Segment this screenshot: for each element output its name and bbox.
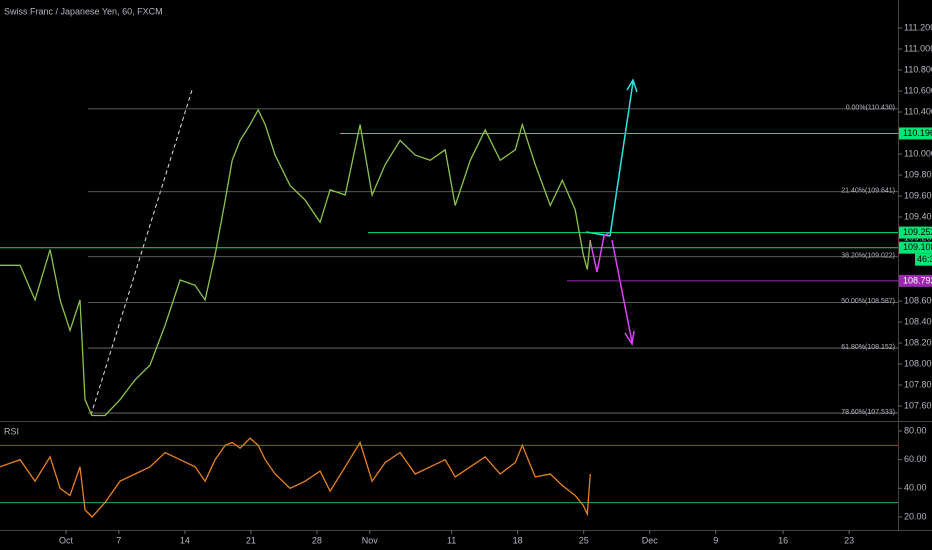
x-tick-label: 25 [579,535,589,545]
x-tick-label: 16 [778,535,788,545]
price-label-box [899,226,932,239]
x-tick-label: 14 [180,535,190,545]
arrow-path [609,81,634,237]
x-tick-label: 11 [447,535,456,545]
x-tick-label: 9 [713,535,718,545]
x-tick-label: Nov [362,535,379,545]
y-tick-label: 108.400 [904,316,932,326]
y-tick-label: 111.200 [904,22,932,32]
y-tick-label: 109.600 [904,190,932,200]
x-tick-label: 7 [116,535,121,545]
x-tick-label: Oct [59,535,74,545]
y-tick-label: 108.600 [904,295,932,305]
arrow-head [624,330,635,347]
y-tick-label: 110.800 [904,64,932,74]
y-tick-label: 109.800 [904,169,932,179]
x-tick-label: 28 [312,535,322,545]
fib-label: 50.00%(108.587) [841,298,895,305]
fib-label: 21.40%(109.641) [841,188,895,195]
rsi-title: RSI [4,426,19,436]
y-tick-label: 111.000 [904,43,932,53]
x-tick-label: Dec [642,535,659,545]
trend-line [90,89,193,416]
countdown-box [915,253,932,266]
y-tick-label: 110.000 [904,148,932,158]
y-tick-label: 40.00 [904,483,927,493]
price-label-box [899,274,932,287]
fib-label: 0.00%(110.430) [846,105,895,112]
countdown: 46:32 [917,254,932,264]
price-label-box [899,241,932,254]
arrow-head [626,78,638,93]
x-tick-label: 23 [844,535,854,545]
price-label: 109.252 [903,227,932,237]
chart-title: Swiss Franc / Japanese Yen, 60, FXCM [4,6,163,16]
y-tick-label: 80.00 [904,425,927,435]
y-tick-label: 107.600 [904,400,932,410]
price-label: 108.792 [903,275,932,285]
price-label-box [899,127,932,140]
fib-label: 78.60%(107.533) [841,409,895,416]
price-label: 109.108 [903,242,932,252]
fib-label: 61.80%(108.152) [841,344,895,351]
x-tick-label: 21 [246,535,256,545]
y-tick-label: 60.00 [904,454,927,464]
y-tick-label: 108.200 [904,337,932,347]
series-line [0,108,591,417]
y-tick-label: 108.000 [904,358,932,368]
price-label: 110.196 [903,128,932,138]
y-tick-label: 110.400 [904,106,932,116]
y-tick-label: 107.800 [904,379,932,389]
arrow-path [589,231,611,273]
y-tick-label: 110.600 [904,85,932,95]
fib-label: 38.20%(109.022) [841,253,895,260]
y-tick-label: 20.00 [904,511,927,521]
y-tick-label: 109.400 [904,211,932,221]
x-tick-label: 18 [513,535,523,545]
series-line [0,437,591,518]
